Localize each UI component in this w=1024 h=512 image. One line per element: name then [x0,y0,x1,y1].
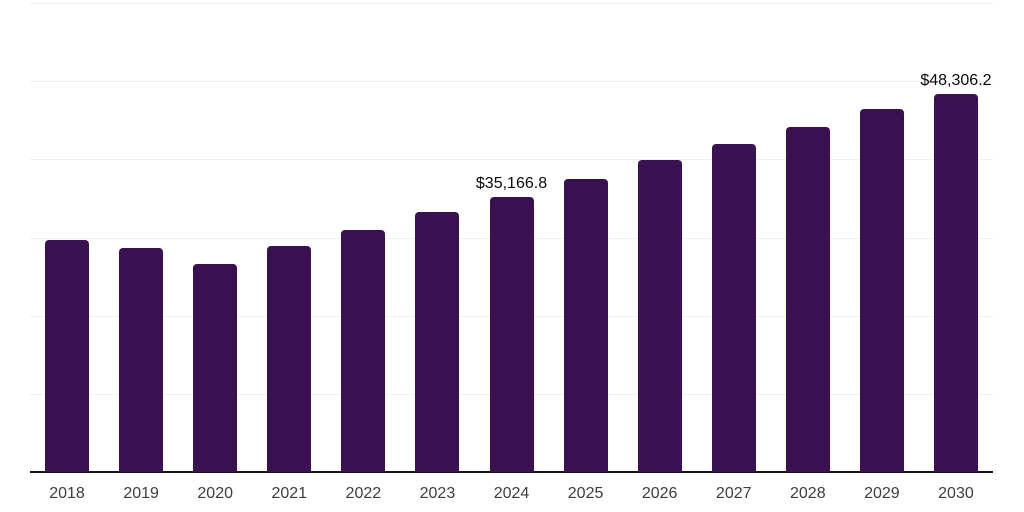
x-tick-label-2019: 2019 [123,485,159,502]
plot-area: $35,166.8 $48,306.2 [30,3,993,473]
x-tick-label-2020: 2020 [197,485,233,502]
x-axis-labels: 2018 2019 2020 2021 2022 2023 2024 2025 2026 2027… [30,486,993,506]
bar-2024 [489,197,534,472]
bar-2020 [193,264,238,472]
bar-2021 [267,246,312,472]
x-tick-label-2024: 2024 [493,485,530,502]
bar-2030 [933,94,978,472]
gridline-60000 [30,3,993,4]
bar-2028 [785,126,830,472]
bar-2029 [859,109,904,472]
x-tick-label-2025: 2025 [567,485,604,502]
gridline-50000 [30,81,993,83]
x-tick-label-2027: 2027 [715,485,752,502]
bar-2023 [415,211,460,472]
bar-2022 [341,229,386,472]
x-axis-line [30,471,993,473]
x-tick-label-2018: 2018 [49,485,85,502]
gridline-40000 [30,159,993,161]
x-tick-label-2029: 2029 [864,485,900,502]
value-label-2024: $35,166.8 [475,175,548,193]
x-tick-label-2023: 2023 [419,485,456,502]
bar-2026 [637,160,682,472]
x-tick-label-2030: 2030 [938,485,974,502]
value-label-2030: $48,306.2 [920,72,992,90]
x-tick-label-2022: 2022 [345,485,382,502]
x-tick-label-2026: 2026 [641,485,678,502]
bar-2019 [119,248,164,472]
x-tick-label-2021: 2021 [271,485,308,502]
bar-2018 [45,239,90,472]
bar-2027 [711,143,756,472]
x-tick-label-2028: 2028 [790,485,826,502]
bar-2025 [563,178,608,472]
